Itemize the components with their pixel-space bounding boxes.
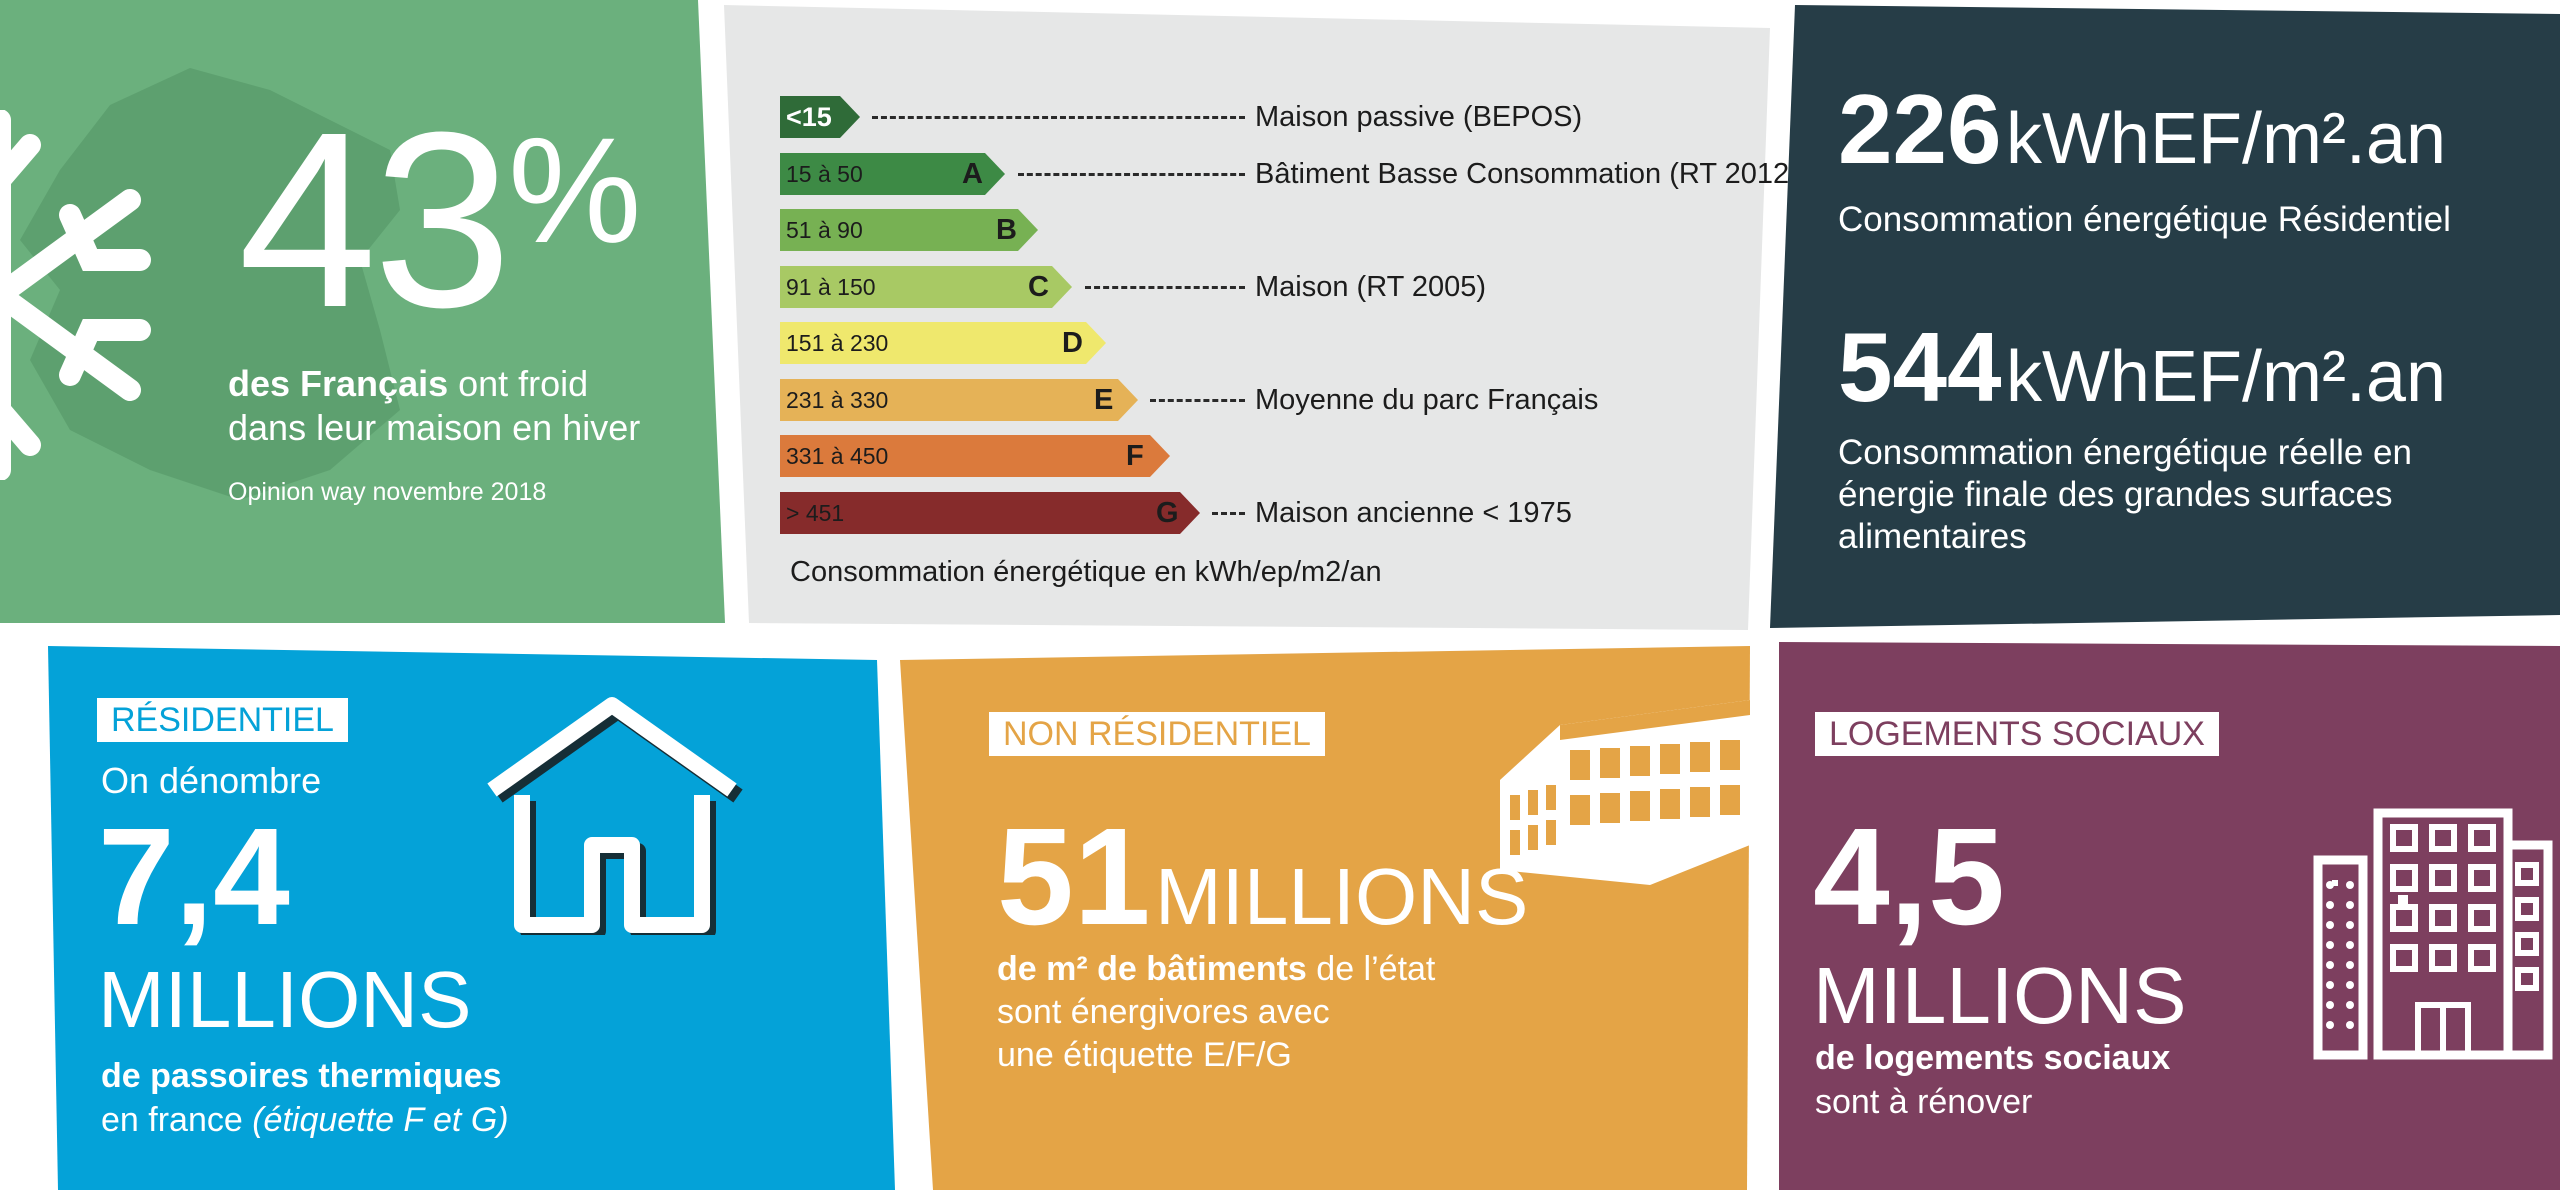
social-housing-panel: LOGEMENTS SOCIAUX 4,5 MILLIONS de logeme… (1775, 640, 2560, 1190)
energy-band-g: > 451 G (780, 491, 1202, 534)
social-housing-number: 4,5 (1813, 800, 2005, 954)
energy-band-a: 15 à 50 A (780, 152, 1007, 195)
retail-label-line2: énergie finale des grandes surfaces (1838, 475, 2393, 514)
social-housing-description: de logements sociaux sont à rénover (1815, 1036, 2170, 1124)
residential-desc-italic: (étiquette F et G) (252, 1101, 509, 1139)
cold-statement-line2: dans leur maison en hiver (228, 407, 641, 448)
consumption-panel: 226 kWhEF/m².an Consommation énergétique… (1770, 0, 2560, 630)
energy-band-f: 331 à 450 F (780, 435, 1172, 477)
energy-band-letter: C (1028, 270, 1049, 303)
energy-band-range: <15 (786, 102, 832, 132)
energy-band-letter: B (996, 214, 1017, 246)
residential-description: de passoires thermiques en france (étiqu… (101, 1054, 509, 1142)
residential-consumption-figure: 226 kWhEF/m².an (1838, 80, 2446, 178)
energy-label-caption: Consommation énergétique en kWh/ep/m2/an (790, 556, 1382, 588)
non-residential-panel: NON RÉSIDENTIEL 51 MILLIONS de m² de bât… (895, 640, 1755, 1190)
retail-consumption-label: Consommation énergétique réelle en énerg… (1838, 432, 2412, 558)
social-housing-tag-wrap: LOGEMENTS SOCIAUX (1815, 712, 2219, 756)
retail-consumption-figure: 544 kWhEF/m².an (1838, 318, 2446, 416)
annotation-leader-line (1150, 398, 1245, 402)
social-housing-unit: MILLIONS (1813, 951, 2187, 1040)
energy-band-range: 15 à 50 (786, 160, 863, 187)
cold-panel: 43% des Français ont froid dans leur mai… (0, 0, 725, 623)
non-residential-desc-bold: de m² de bâtiments (997, 950, 1307, 988)
energy-band-range: 231 à 330 (786, 386, 889, 413)
energy-band-letter: A (962, 157, 983, 190)
residential-consumption-unit: kWhEF/m².an (2005, 99, 2447, 179)
annotation-leader-line (1085, 285, 1245, 289)
residential-desc-bold: de passoires thermiques (101, 1057, 502, 1095)
cold-statement-rest: ont froid (448, 363, 589, 404)
non-residential-desc-line2: sont énergivores avec (997, 993, 1330, 1031)
energy-band-letter: D (1062, 327, 1083, 359)
energy-band-b: 51 à 90 B (780, 209, 1040, 251)
non-residential-number: 51 (997, 800, 1151, 954)
residential-tag-wrap: RÉSIDENTIEL (97, 698, 348, 742)
apartment-building-icon (2313, 808, 2553, 1060)
cold-panel-background (0, 0, 725, 623)
retail-label-line3: alimentaires (1838, 517, 2027, 556)
energy-band-range: > 451 (786, 499, 845, 526)
social-housing-tag: LOGEMENTS SOCIAUX (1815, 712, 2219, 756)
non-residential-desc-rest: de l’état (1306, 950, 1436, 988)
residential-background (48, 646, 895, 1190)
percent-figure: 43% (238, 95, 641, 345)
percent-sign: % (508, 106, 642, 274)
energy-band-letter: F (1126, 440, 1144, 472)
energy-band-letter: G (1156, 496, 1179, 529)
residential-tag: RÉSIDENTIEL (97, 698, 348, 742)
energy-band-e: 231 à 330 E (780, 378, 1140, 421)
energy-band-range: 51 à 90 (786, 217, 863, 243)
energy-band-range: 91 à 150 (786, 273, 876, 300)
annotation-leader-line (1018, 172, 1245, 176)
energy-annotation: Maison (RT 2005) (1255, 270, 1487, 303)
residential-consumption-label: Consommation énergétique Résidentiel (1838, 200, 2451, 239)
energy-annotation: Moyenne du parc Français (1255, 383, 1599, 416)
residential-desc-line2: en france (101, 1101, 253, 1139)
energy-label-panel: <15 15 à 50 A 51 à 90 B 91 à 150 C 151 à 230 D 23… (724, 0, 1799, 630)
house-icon (487, 697, 743, 935)
non-residential-desc-line3: une étiquette E/F/G (997, 1036, 1292, 1074)
non-residential-tag: NON RÉSIDENTIEL (989, 712, 1325, 756)
social-housing-desc-line2: sont à rénover (1815, 1083, 2033, 1121)
residential-consumption-value: 226 (1838, 74, 2002, 184)
residential-unit: MILLIONS (98, 955, 472, 1044)
non-residential-figure: 51 MILLIONS (997, 808, 1528, 946)
energy-band-passive: <15 (780, 96, 862, 138)
energy-band-list: <15 15 à 50 A 51 à 90 B 91 à 150 C 151 à 230 D 23… (780, 96, 1799, 536)
cold-statement: des Français ont froid dans leur maison … (228, 362, 640, 450)
cold-source: Opinion way novembre 2018 (228, 478, 547, 506)
energy-annotation: Maison passive (BEPOS) (1255, 101, 1583, 133)
non-residential-tag-wrap: NON RÉSIDENTIEL (989, 712, 1325, 756)
energy-annotation: Bâtiment Basse Consommation (RT 2012) (1255, 157, 1799, 190)
residential-intro: On dénombre (101, 760, 322, 801)
energy-band-letter: E (1094, 383, 1114, 416)
office-building-icon (1500, 700, 1750, 885)
retail-consumption-value: 544 (1838, 312, 2002, 422)
energy-band-d: 151 à 230 D (780, 322, 1108, 364)
energy-annotation: Maison ancienne < 1975 (1255, 496, 1572, 529)
residential-panel: RÉSIDENTIEL On dénombre 7,4 MILLIONS de … (0, 640, 900, 1190)
energy-band-c: 91 à 150 C (780, 265, 1074, 308)
annotation-leader-line (1212, 511, 1245, 515)
energy-band-range: 331 à 450 (786, 443, 889, 469)
non-residential-unit: MILLIONS (1154, 852, 1529, 941)
retail-consumption-unit: kWhEF/m².an (2005, 337, 2447, 417)
cold-statement-bold: des Français (228, 363, 449, 404)
energy-band-range: 151 à 230 (786, 330, 889, 356)
residential-number: 7,4 (98, 800, 290, 954)
non-residential-description: de m² de bâtiments de l’état sont énergi… (997, 948, 1435, 1077)
annotation-leader-line (872, 116, 1245, 119)
snowflake-icon (0, 110, 151, 480)
percent-number: 43 (238, 80, 512, 359)
consumption-background (1770, 5, 2560, 628)
social-housing-desc-bold: de logements sociaux (1815, 1039, 2171, 1077)
retail-label-line1: Consommation énergétique réelle en (1838, 433, 2412, 472)
